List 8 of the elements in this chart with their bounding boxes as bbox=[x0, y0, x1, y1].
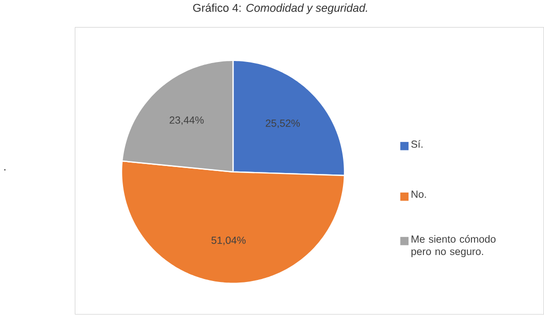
chart-title: Gráfico 4: Comodidad y seguridad. bbox=[193, 4, 368, 14]
data-label: 51,04% bbox=[211, 236, 246, 246]
legend-label: Sí. bbox=[411, 140, 422, 148]
legend-label: Me siento cómodo pero no seguro. bbox=[411, 235, 496, 258]
text: . bbox=[4, 169, 6, 171]
data-label: 25,52% bbox=[266, 120, 300, 128]
data-label: 23,44% bbox=[170, 116, 204, 126]
legend-label: No. bbox=[412, 190, 426, 198]
